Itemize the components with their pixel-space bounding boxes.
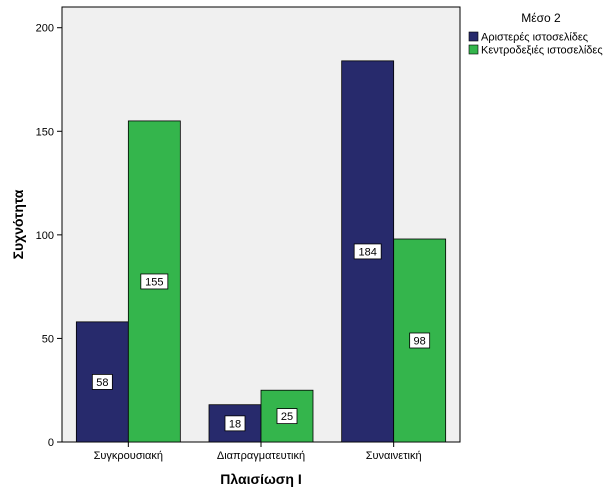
x-tick-label: Συναινετική — [366, 450, 422, 462]
legend-entry: Κεντροδεξιές ιστοσελίδες — [481, 45, 603, 57]
data-label: 184 — [358, 246, 376, 258]
y-tick-label: 0 — [48, 437, 54, 449]
y-axis: 0 50 100 150 200 — [36, 23, 62, 449]
x-tick-label: Συγκρουσιακή — [94, 450, 163, 462]
bars-group: 58 155 18 25 184 98 — [75, 60, 447, 443]
y-axis-title: Συχνότητα — [10, 189, 26, 259]
data-label: 58 — [96, 377, 108, 389]
y-tick-label: 100 — [36, 230, 54, 242]
x-axis: Συγκρουσιακή Διαπραγματευτική Συναινετική — [94, 442, 422, 462]
data-label-box — [91, 374, 113, 390]
data-label: 155 — [145, 276, 163, 288]
legend-swatch — [468, 31, 479, 42]
y-tick-label: 150 — [36, 126, 54, 138]
data-label: 18 — [229, 418, 241, 430]
legend-title: Μέσο 2 — [521, 11, 561, 25]
x-tick-label: Διαπραγματευτική — [217, 450, 305, 462]
x-axis-title: Πλαισίωση Ι — [220, 471, 301, 487]
y-tick-label: 200 — [36, 23, 54, 35]
y-tick-label: 50 — [42, 333, 54, 345]
data-label-box — [276, 408, 298, 425]
legend: Μέσο 2 Αριστερές ιστοσελίδεςΚεντροδεξιές… — [468, 11, 603, 57]
legend-entry: Αριστερές ιστοσελίδες — [481, 32, 588, 44]
legend-swatch — [468, 44, 479, 55]
data-label: 98 — [414, 336, 426, 348]
data-label: 25 — [281, 411, 293, 423]
data-label-box — [353, 243, 382, 260]
data-label-box — [140, 273, 169, 290]
data-label-box — [409, 332, 431, 349]
data-label-box — [224, 415, 246, 432]
